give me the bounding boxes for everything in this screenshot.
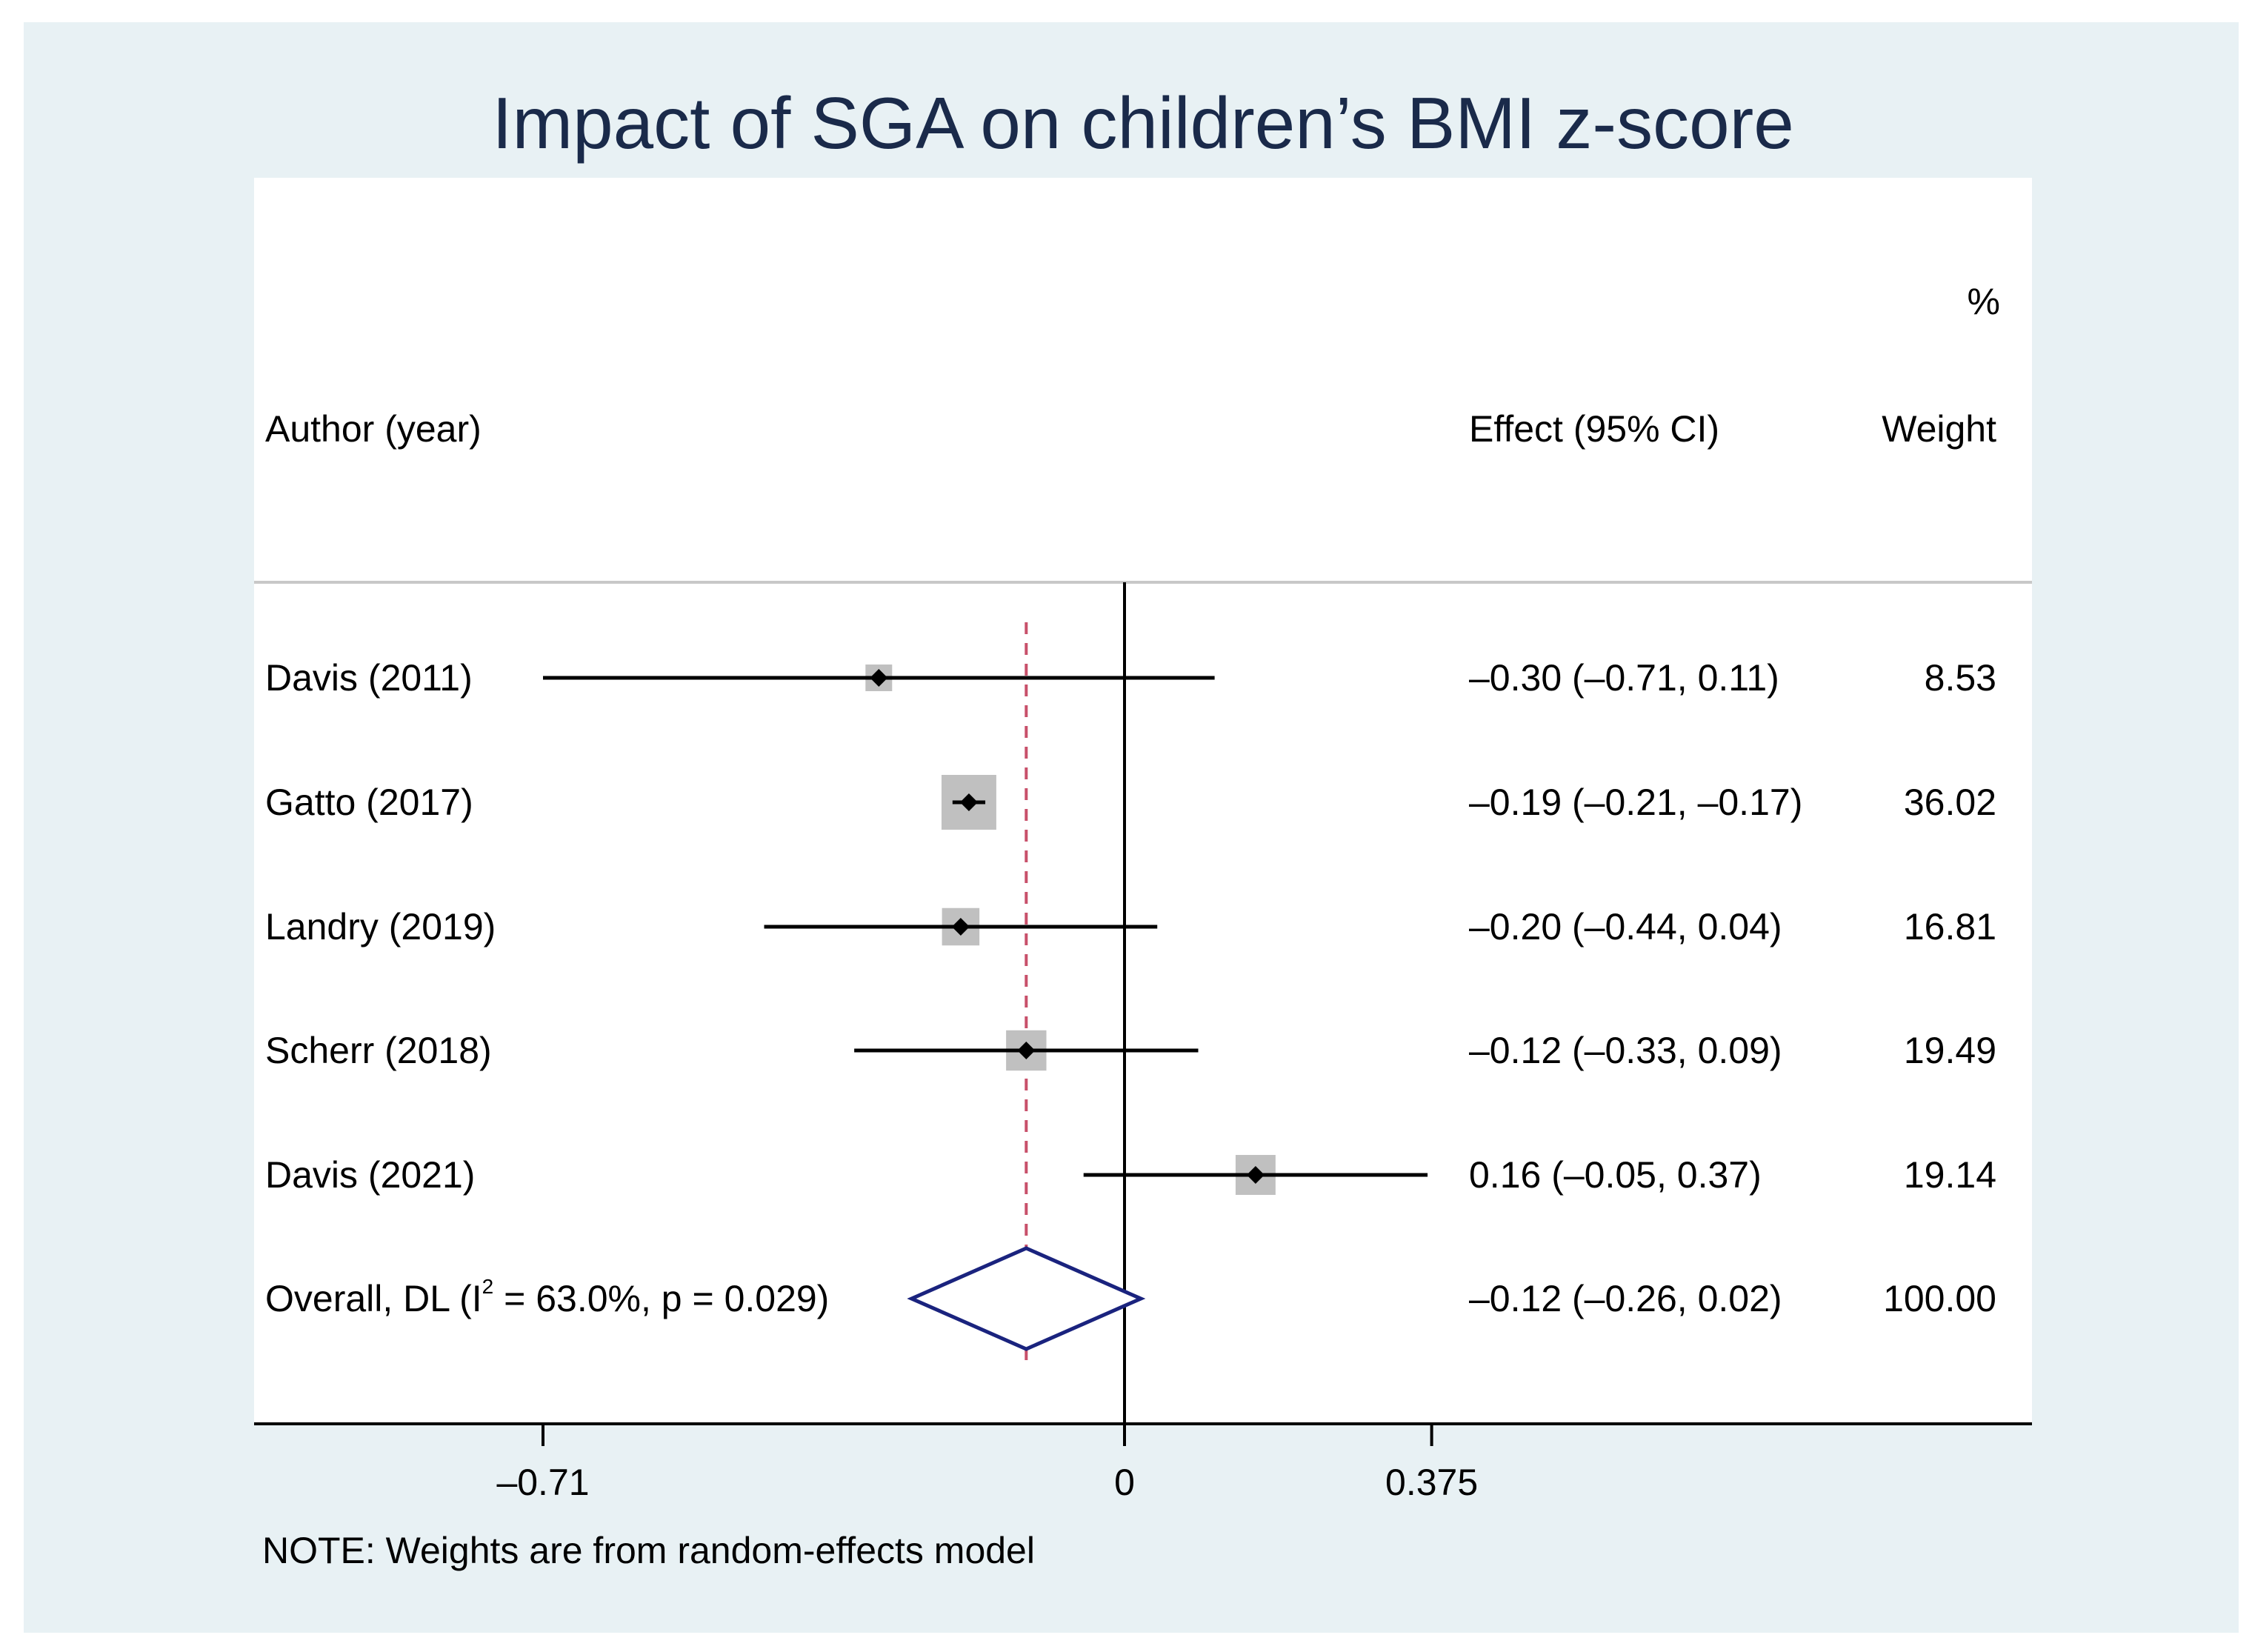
study-point-estimate	[1017, 1042, 1036, 1059]
study-label: Landry (2019)	[265, 906, 496, 947]
study-point-estimate	[951, 918, 970, 936]
overall-label: Overall, DL (I2 = 63.0%, p = 0.029)	[265, 1275, 829, 1319]
x-tick-label: 0.375	[1385, 1462, 1478, 1503]
weight-header-percent: %	[1968, 281, 2000, 322]
study-point-estimate	[870, 669, 888, 687]
study-label: Davis (2011)	[265, 657, 473, 699]
study-ci-text: –0.19 (–0.21, –0.17)	[1469, 782, 1802, 823]
effect-column-header: Effect (95% CI)	[1469, 408, 1719, 450]
study-point-estimate	[1246, 1166, 1265, 1184]
chart-title: Impact of SGA on children’s BMI z-score	[492, 82, 1793, 164]
study-label: Scherr (2018)	[265, 1030, 492, 1071]
weights-note: NOTE: Weights are from random-effects mo…	[262, 1530, 1035, 1571]
overall-label-post: = 63.0%, p = 0.029)	[493, 1278, 829, 1319]
study-row: Davis (2021) 0.16 (–0.05, 0.37) 19.14	[265, 1154, 1996, 1196]
study-row: Gatto (2017) –0.19 (–0.21, –0.17) 36.02	[265, 775, 1996, 830]
plot-panel	[254, 178, 2032, 1424]
overall-row: Overall, DL (I2 = 63.0%, p = 0.029) –0.1…	[265, 1246, 1996, 1351]
study-point-estimate	[959, 793, 978, 811]
study-label: Davis (2021)	[265, 1154, 475, 1196]
overall-label-pre: Overall, DL (I	[265, 1278, 482, 1319]
study-weight-text: 19.14	[1904, 1154, 1996, 1196]
study-ci-text: –0.12 (–0.33, 0.09)	[1469, 1030, 1782, 1071]
author-column-header: Author (year)	[265, 408, 482, 450]
study-label: Gatto (2017)	[265, 782, 473, 823]
study-row: Landry (2019) –0.20 (–0.44, 0.04) 16.81	[265, 906, 1996, 947]
x-tick-label: 0	[1114, 1462, 1135, 1503]
study-ci-text: 0.16 (–0.05, 0.37)	[1469, 1154, 1762, 1196]
x-axis-ticks: –0.71 0 0.375	[496, 1424, 1478, 1503]
overall-label-sup: 2	[482, 1275, 494, 1298]
weight-column-header: Weight	[1882, 408, 1996, 450]
study-weight-text: 16.81	[1904, 906, 1996, 947]
study-row: Scherr (2018) –0.12 (–0.33, 0.09) 19.49	[265, 1030, 1996, 1071]
study-weight-text: 19.49	[1904, 1030, 1996, 1071]
study-rows: Davis (2011) –0.30 (–0.71, 0.11) 8.53 Gatto…	[265, 657, 1996, 1196]
overall-diamond	[907, 1246, 1146, 1351]
x-tick-label: –0.71	[496, 1462, 589, 1503]
study-ci-text: –0.20 (–0.44, 0.04)	[1469, 906, 1782, 947]
study-ci-text: –0.30 (–0.71, 0.11)	[1469, 657, 1779, 699]
study-row: Davis (2011) –0.30 (–0.71, 0.11) 8.53	[265, 657, 1996, 699]
study-weight-text: 36.02	[1904, 782, 1996, 823]
study-weight-text: 8.53	[1925, 657, 1996, 699]
overall-weight-text: 100.00	[1883, 1278, 1996, 1319]
overall-ci-text: –0.12 (–0.26, 0.02)	[1469, 1278, 1782, 1319]
